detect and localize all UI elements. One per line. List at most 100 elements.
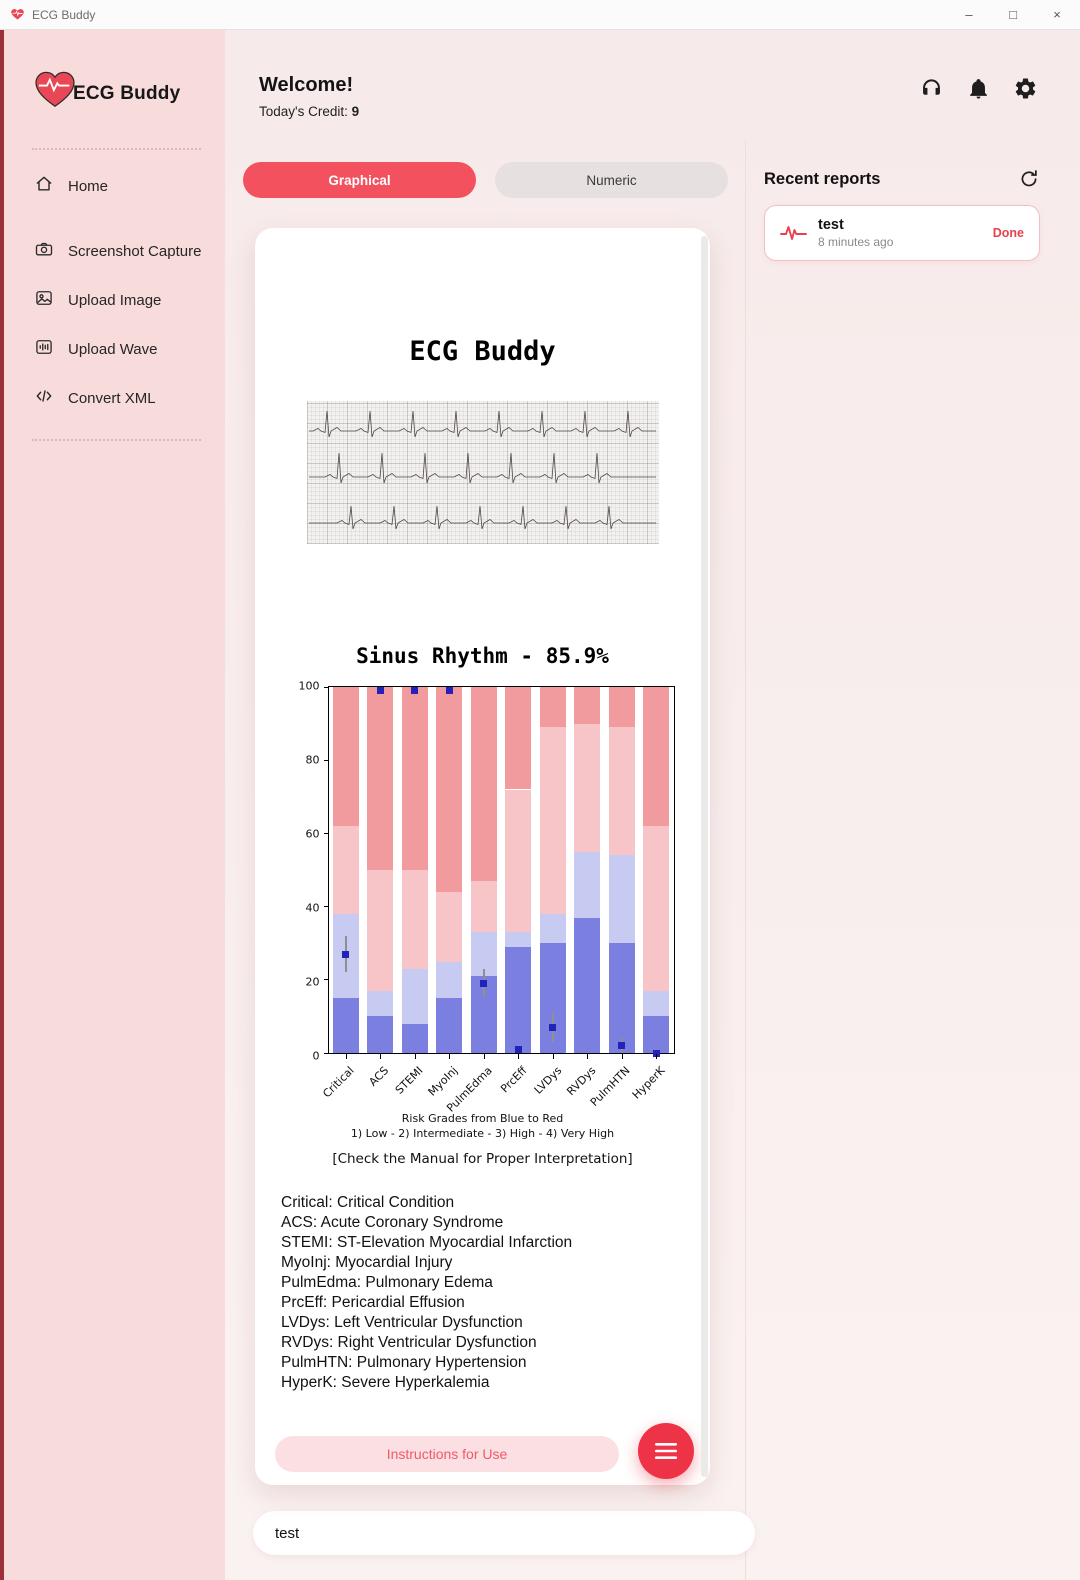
bar-segment bbox=[539, 687, 566, 728]
x-tick-mark bbox=[518, 1054, 520, 1059]
definition-line: PulmEdma: Pulmonary Edema bbox=[281, 1273, 493, 1291]
content-header: Welcome! Today's Credit: 9 bbox=[225, 30, 1080, 140]
recent-reports-heading: Recent reports bbox=[764, 169, 881, 188]
bar-segment bbox=[574, 917, 601, 1053]
bar-segment bbox=[643, 687, 670, 827]
headset-icon[interactable] bbox=[919, 76, 944, 101]
y-tick-mark bbox=[323, 1052, 329, 1054]
sidebar-nav: Home Screenshot Capture Upload Image Upl… bbox=[32, 162, 201, 423]
bar-segment bbox=[539, 913, 566, 944]
y-tick-mark bbox=[323, 906, 329, 908]
report-name-input[interactable] bbox=[253, 1511, 755, 1555]
risk-chart-y-axis: 0 20 40 60 80 100 bbox=[290, 680, 328, 1063]
bar-segment bbox=[505, 932, 532, 947]
bar-segment bbox=[505, 789, 532, 933]
ecg-strip-image bbox=[306, 401, 659, 544]
risk-marker-MyoInj bbox=[445, 687, 453, 695]
y-tick-label: 20 bbox=[305, 975, 320, 989]
risk-marker-ACS bbox=[376, 687, 384, 695]
sidebar-item-screenshot-capture[interactable]: Screenshot Capture bbox=[32, 227, 201, 276]
bar-segment bbox=[608, 687, 635, 728]
sidebar-item-convert-xml[interactable]: Convert XML bbox=[32, 374, 201, 423]
definition-line: PrcEff: Pericardial Effusion bbox=[281, 1293, 465, 1311]
maximize-button[interactable]: □ bbox=[1009, 7, 1017, 22]
card-scrollbar[interactable] bbox=[701, 236, 708, 1477]
camera-icon bbox=[34, 239, 54, 264]
risk-marker-STEMI bbox=[411, 687, 419, 695]
bar-segment bbox=[608, 855, 635, 944]
bar-RVDys bbox=[574, 687, 601, 1053]
hamburger-menu-icon bbox=[655, 1443, 677, 1459]
refresh-icon[interactable] bbox=[1018, 168, 1040, 190]
chart-caption-3: [Check the Manual for Proper Interpretat… bbox=[332, 1150, 633, 1167]
definition-line: LVDys: Left Ventricular Dysfunction bbox=[281, 1313, 523, 1331]
bar-ACS bbox=[367, 687, 394, 1053]
image-icon bbox=[34, 288, 54, 313]
risk-marker-PrcEff bbox=[514, 1045, 522, 1053]
bar-segment bbox=[470, 932, 497, 977]
x-tick-mark bbox=[380, 1054, 382, 1059]
sidebar-item-home[interactable]: Home bbox=[32, 162, 201, 211]
bar-segment bbox=[401, 968, 428, 1024]
sidebar-item-label: Convert XML bbox=[68, 390, 156, 407]
bar-segment bbox=[367, 870, 394, 991]
x-tick-mark bbox=[414, 1054, 416, 1059]
bar-Critical bbox=[332, 687, 359, 1053]
bar-HyperK bbox=[643, 687, 670, 1053]
bar-segment bbox=[367, 990, 394, 1017]
app-icon bbox=[10, 8, 25, 21]
bar-segment bbox=[608, 943, 635, 1053]
sidebar-item-upload-wave[interactable]: Upload Wave bbox=[32, 325, 201, 374]
home-icon bbox=[34, 174, 54, 199]
gear-icon[interactable] bbox=[1013, 76, 1038, 101]
logo-heart-icon bbox=[35, 71, 75, 108]
bar-segment bbox=[332, 998, 359, 1053]
y-tick-label: 60 bbox=[305, 827, 320, 841]
sidebar-divider-bottom bbox=[32, 439, 201, 441]
bar-segment bbox=[470, 881, 497, 933]
content-area: Welcome! Today's Credit: 9 Graphical Num… bbox=[225, 30, 1080, 1580]
risk-marker-Critical bbox=[342, 950, 350, 958]
app-logo: ECG Buddy bbox=[32, 60, 201, 118]
abbreviation-definitions: Critical: Critical Condition ACS: Acute … bbox=[281, 1193, 710, 1393]
definition-line: Critical: Critical Condition bbox=[281, 1193, 455, 1211]
bar-segment bbox=[574, 851, 601, 918]
brand-name: ECG Buddy bbox=[73, 83, 181, 104]
bar-STEMI bbox=[401, 687, 428, 1053]
y-tick-label: 0 bbox=[312, 1049, 320, 1063]
rhythm-title: Sinus Rhythm - 85.9% bbox=[356, 644, 609, 668]
definition-line: ACS: Acute Coronary Syndrome bbox=[281, 1213, 504, 1231]
y-tick-mark bbox=[323, 979, 329, 981]
window-title: ECG Buddy bbox=[32, 7, 96, 22]
view-tabs: Graphical Numeric bbox=[243, 162, 745, 198]
close-button[interactable]: × bbox=[1053, 7, 1061, 22]
menu-fab-button[interactable] bbox=[638, 1423, 694, 1479]
x-tick-mark bbox=[552, 1054, 554, 1059]
risk-marker-PulmHTN bbox=[618, 1042, 626, 1050]
bar-segment bbox=[436, 891, 463, 962]
bar-segment bbox=[643, 990, 670, 1017]
bell-icon[interactable] bbox=[966, 76, 991, 101]
x-tick-mark bbox=[621, 1054, 623, 1059]
bar-segment bbox=[539, 727, 566, 914]
definition-line: STEMI: ST-Elevation Myocardial Infarctio… bbox=[281, 1233, 573, 1251]
y-tick-mark bbox=[323, 759, 329, 761]
sidebar-item-upload-image[interactable]: Upload Image bbox=[32, 276, 201, 325]
risk-marker-LVDys bbox=[549, 1023, 557, 1031]
minimize-button[interactable]: – bbox=[965, 7, 973, 22]
status-badge: Done bbox=[992, 226, 1024, 240]
header-icons bbox=[919, 74, 1038, 101]
waveform-icon bbox=[780, 224, 807, 242]
tab-graphical[interactable]: Graphical bbox=[243, 162, 476, 198]
app-window: ECG Buddy Home Screenshot Capture Upload… bbox=[0, 30, 1080, 1580]
bar-segment bbox=[332, 826, 359, 914]
risk-marker-PulmEdma bbox=[480, 979, 488, 987]
risk-chart: 0 20 40 60 80 100 Critical ACS STEMI MyoInj PulmE… bbox=[290, 680, 676, 1115]
sidebar-item-label: Upload Wave bbox=[68, 341, 158, 358]
y-tick-mark bbox=[323, 686, 329, 688]
recent-report-item[interactable]: test 8 minutes ago Done bbox=[764, 205, 1040, 261]
report-name: test bbox=[818, 217, 844, 233]
instructions-button[interactable]: Instructions for Use bbox=[275, 1436, 619, 1472]
ecg-trace bbox=[308, 410, 656, 530]
tab-numeric[interactable]: Numeric bbox=[495, 162, 728, 198]
